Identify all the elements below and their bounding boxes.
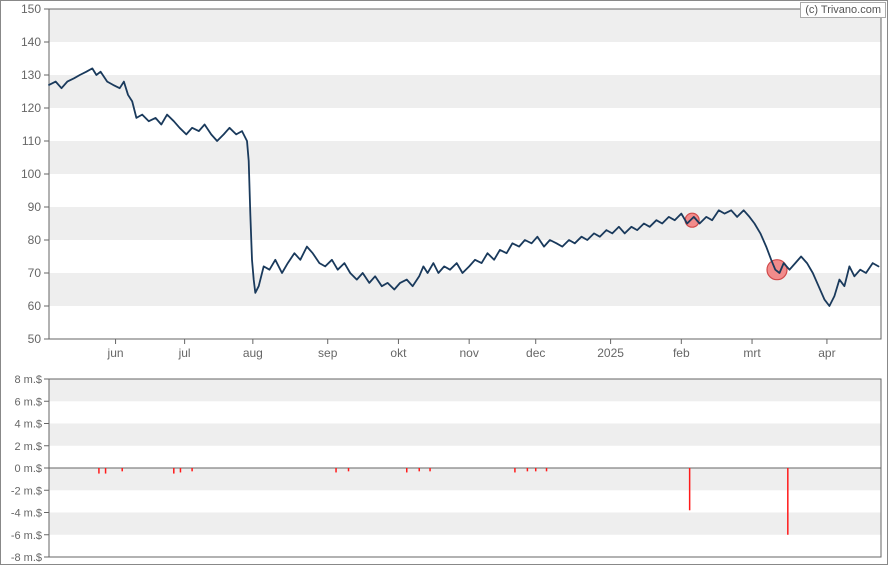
price-xtick-label: dec bbox=[526, 346, 545, 360]
volume-grid-band bbox=[49, 424, 881, 446]
price-ytick-label: 120 bbox=[21, 101, 41, 115]
price-xtick-label: sep bbox=[318, 346, 338, 360]
price-ytick-label: 60 bbox=[28, 299, 42, 313]
volume-bar bbox=[98, 468, 100, 474]
price-grid-band bbox=[49, 42, 881, 75]
price-grid-band bbox=[49, 240, 881, 273]
volume-bar bbox=[787, 468, 789, 535]
price-xtick-label: okt bbox=[390, 346, 407, 360]
volume-ytick-label: -4 m.$ bbox=[11, 508, 42, 520]
price-xtick-label: feb bbox=[673, 346, 690, 360]
volume-grid-band bbox=[49, 379, 881, 401]
volume-bar bbox=[546, 468, 548, 471]
stock-chart-container: (c) Trivano.com 50 60 70 80 90 100 110 120 130 14… bbox=[0, 0, 888, 565]
volume-ytick-label: 6 m.$ bbox=[14, 396, 42, 408]
volume-ytick-label: 4 m.$ bbox=[14, 419, 42, 431]
price-grid-band bbox=[49, 273, 881, 306]
price-xtick-label: aug bbox=[243, 346, 263, 360]
price-ytick-label: 90 bbox=[28, 200, 42, 214]
volume-bar bbox=[335, 468, 337, 472]
price-ytick-label: 110 bbox=[22, 134, 41, 148]
price-ytick-label: 50 bbox=[28, 332, 42, 346]
volume-grid-band bbox=[49, 401, 881, 423]
volume-bar bbox=[429, 468, 431, 471]
volume-grid-band bbox=[49, 446, 881, 468]
price-xtick-label: mrt bbox=[743, 346, 761, 360]
price-xtick-label: jul bbox=[178, 346, 191, 360]
volume-bar bbox=[191, 468, 193, 471]
volume-bar bbox=[121, 468, 123, 471]
price-xtick-label: nov bbox=[459, 346, 478, 360]
volume-grid-band bbox=[49, 513, 881, 535]
price-xtick-label: 2025 bbox=[597, 346, 624, 360]
volume-ytick-label: -6 m.$ bbox=[11, 530, 42, 542]
price-grid-band bbox=[49, 207, 881, 240]
price-xtick-label: jun bbox=[107, 346, 124, 360]
volume-ytick-label: -8 m.$ bbox=[11, 552, 42, 564]
price-ytick-label: 80 bbox=[28, 233, 42, 247]
volume-bar bbox=[527, 468, 529, 471]
volume-grid-band bbox=[49, 490, 881, 512]
volume-bar bbox=[514, 468, 516, 472]
price-grid-band bbox=[49, 174, 881, 207]
volume-bar bbox=[406, 468, 408, 472]
volume-bar bbox=[418, 468, 420, 471]
volume-ytick-label: -2 m.$ bbox=[11, 485, 42, 497]
volume-bar bbox=[689, 468, 691, 510]
price-grid-band bbox=[49, 75, 881, 108]
price-ytick-label: 130 bbox=[21, 68, 41, 82]
volume-bar bbox=[535, 468, 537, 471]
price-xtick-label: apr bbox=[818, 346, 835, 360]
price-grid-band bbox=[49, 9, 881, 42]
price-ytick-label: 70 bbox=[28, 266, 42, 280]
price-ytick-label: 100 bbox=[21, 167, 41, 181]
attribution-label: (c) Trivano.com bbox=[800, 2, 886, 18]
price-ytick-label: 140 bbox=[21, 35, 41, 49]
volume-bar bbox=[105, 468, 107, 474]
volume-bar bbox=[173, 468, 175, 474]
price-ytick-label: 150 bbox=[21, 2, 41, 16]
volume-bar bbox=[180, 468, 182, 472]
price-grid-band bbox=[49, 141, 881, 174]
volume-grid-band bbox=[49, 535, 881, 557]
price-grid-band bbox=[49, 306, 881, 339]
volume-bar bbox=[348, 468, 350, 471]
chart-canvas: 50 60 70 80 90 100 110 120 130 140 150 jun jul aug sep… bbox=[1, 1, 888, 566]
price-grid-band bbox=[49, 108, 881, 141]
volume-ytick-label: 0 m.$ bbox=[14, 463, 42, 475]
volume-ytick-label: 2 m.$ bbox=[14, 441, 42, 453]
volume-ytick-label: 8 m.$ bbox=[14, 374, 42, 386]
